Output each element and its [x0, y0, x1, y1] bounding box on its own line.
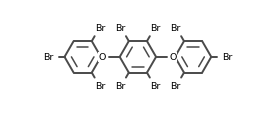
Text: Br: Br: [170, 82, 181, 91]
Text: Br: Br: [170, 24, 181, 33]
Text: O: O: [99, 53, 106, 62]
Text: Br: Br: [95, 24, 106, 33]
Text: Br: Br: [222, 53, 232, 62]
Text: Br: Br: [43, 53, 54, 62]
Text: Br: Br: [115, 82, 125, 91]
Text: Br: Br: [95, 82, 106, 91]
Text: O: O: [169, 53, 177, 62]
Text: Br: Br: [150, 82, 161, 91]
Text: Br: Br: [150, 24, 161, 33]
Text: Br: Br: [115, 24, 125, 33]
